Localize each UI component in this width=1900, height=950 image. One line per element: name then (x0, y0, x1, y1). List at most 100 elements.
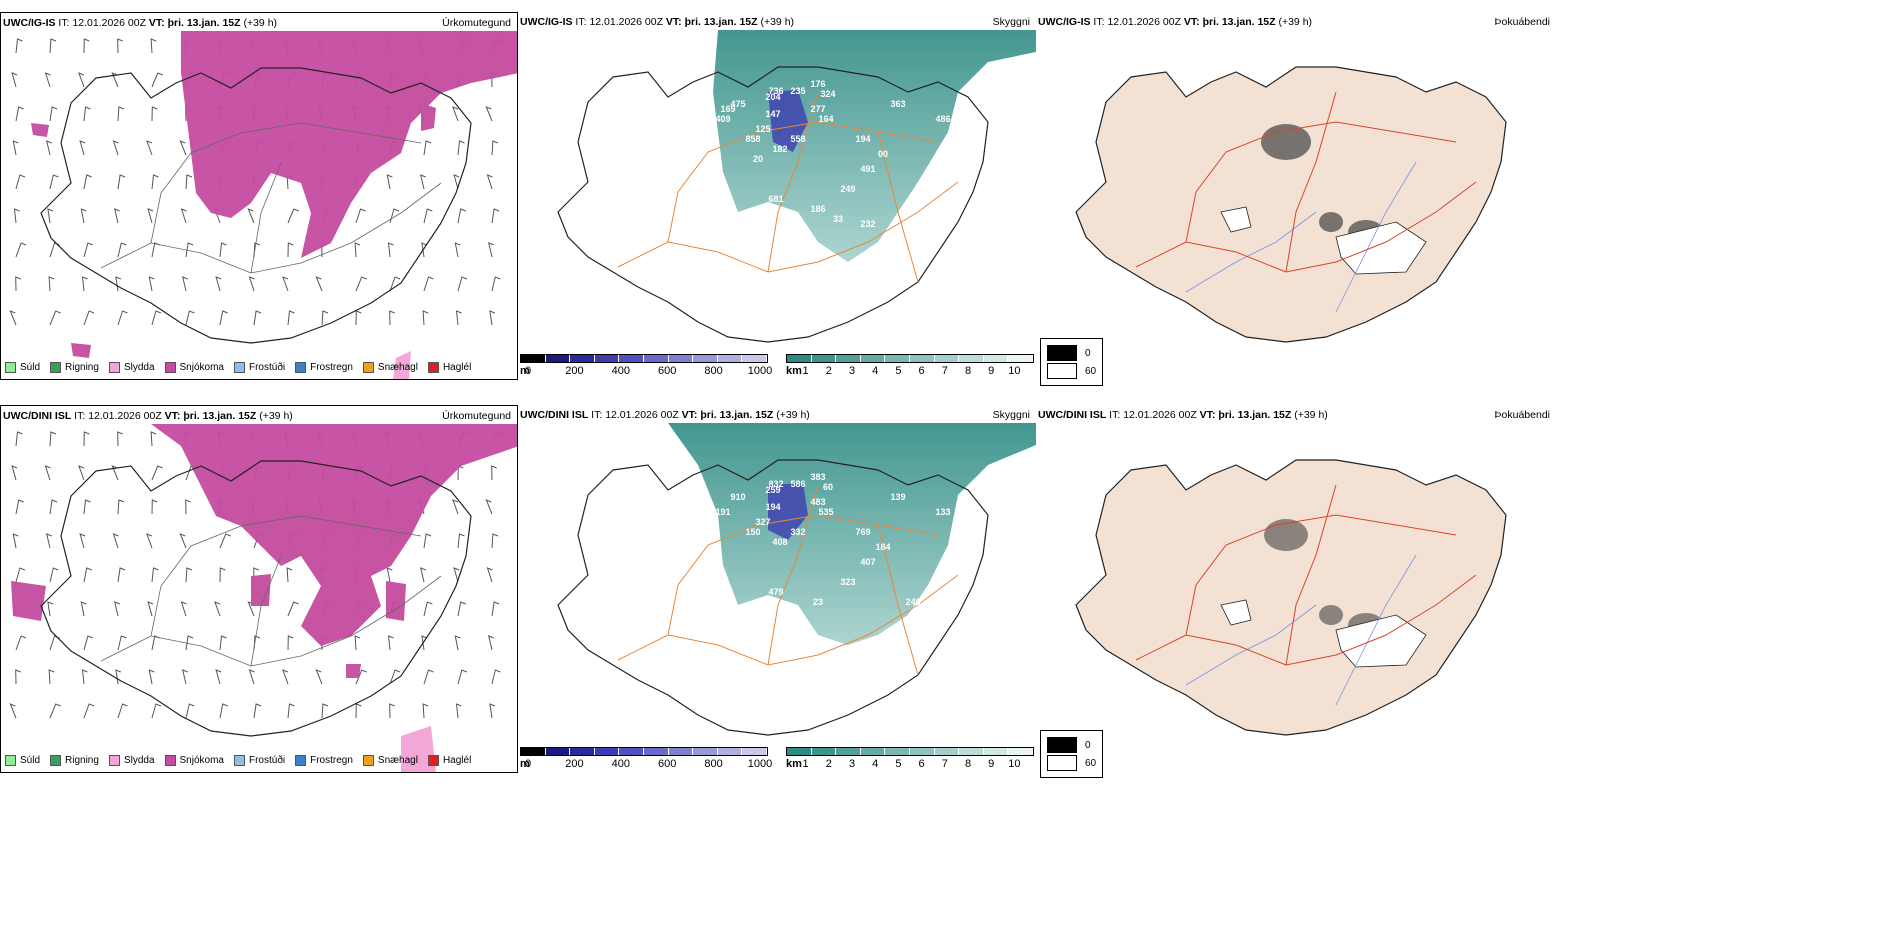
visibility-colorbar: 1 2 3 4 5 6 7 8 9 10 km (786, 747, 1034, 772)
panel-header: UWC/DINI ISL IT: 12.01.2026 00Z VT: þri.… (520, 409, 1032, 425)
precip-legend-item: Slydda (108, 362, 155, 373)
wind-barb (48, 276, 55, 292)
legend-swatch (108, 362, 120, 373)
ceiling-value-label: 910 (730, 492, 745, 502)
wind-barb (389, 310, 395, 326)
colorbar-tick: 7 (941, 758, 948, 770)
wind-barb (389, 208, 400, 224)
wind-barb (147, 601, 154, 617)
colorbar-segment (811, 355, 837, 362)
wind-barb (49, 431, 57, 447)
ceiling-value-label: 259 (765, 485, 780, 495)
wind-barb (423, 669, 434, 685)
wind-barb (423, 140, 432, 156)
wind-barb (81, 276, 88, 292)
wind-barb (83, 703, 95, 719)
wind-barb (247, 208, 255, 224)
fog-legend-row: 60 (1047, 363, 1096, 379)
precip-legend-item: Snæhagl (362, 755, 418, 766)
it-value: 12.01.2026 00Z (72, 17, 146, 29)
wind-barb (486, 567, 493, 583)
wind-barb (146, 533, 153, 549)
colorbar-tick: 10 (1008, 365, 1021, 377)
colorbar-tick: 4 (872, 365, 879, 377)
visibility-panel-top: UWC/IG-IS IT: 12.01.2026 00Z VT: þri. 13… (518, 12, 1036, 380)
ceiling-value-label: 363 (890, 99, 905, 109)
colorbar-tick: 400 (611, 365, 630, 377)
wind-barb (147, 208, 154, 224)
panel-title: Þokuábendi (1494, 16, 1550, 28)
fog-legend-top: 0 60 (1040, 338, 1104, 386)
ceiling-value-label: 23 (813, 597, 823, 607)
wind-barb (355, 276, 367, 292)
ceiling-ticks: 0 200 400 600 800 1000 (520, 758, 772, 772)
wind-barb (491, 601, 500, 617)
wind-barb (117, 174, 126, 190)
colorbar-tick: 3 (848, 365, 856, 377)
roads (100, 515, 442, 667)
precip-legend-item: Haglél (427, 362, 471, 373)
ceiling-value-label: 176 (810, 79, 825, 89)
legend-label: Slydda (123, 362, 155, 373)
wind-barb (148, 276, 155, 292)
it-label: IT: (58, 17, 70, 29)
wind-barb (389, 703, 395, 719)
wind-barb (12, 533, 19, 549)
vt-label: VT: (1183, 16, 1200, 28)
legend-label: Snjókoma (179, 362, 224, 373)
ceiling-unit: m (520, 365, 530, 377)
ceiling-value-label: 407 (860, 557, 875, 567)
colorbar-tick: 9 (988, 365, 995, 377)
wind-barb (486, 174, 493, 190)
rivers (1185, 554, 1417, 706)
colorbar-segment (717, 355, 743, 362)
colorbar-segment (934, 748, 960, 755)
colorbar-tick: 2 (825, 365, 832, 377)
colorbar-segment (1008, 748, 1033, 755)
rivers (1185, 161, 1417, 313)
it-value: 12.01.2026 00Z (1107, 16, 1181, 28)
wind-barb (15, 276, 21, 292)
wind-barb (253, 703, 262, 719)
ceiling-value-label: 475 (730, 99, 745, 109)
colorbar-segment (668, 748, 694, 755)
wind-barb (44, 72, 51, 88)
roads (1135, 91, 1477, 273)
colorbar-tick: 8 (964, 365, 972, 377)
wind-barb (151, 310, 162, 326)
wind-barb (44, 465, 51, 481)
precip-legend-item: Snjókoma (164, 362, 224, 373)
iceland-outline (40, 67, 472, 344)
wind-barb (185, 567, 193, 583)
ceiling-value-label: 858 (745, 134, 760, 144)
ceiling-value-label: 769 (855, 527, 870, 537)
wind-barb (79, 533, 86, 549)
wind-barb (287, 310, 295, 326)
vt-value: þri. 13.jan. 15Z (1218, 409, 1292, 421)
wind-barb (49, 567, 59, 583)
wind-barb (219, 567, 226, 583)
ceiling-ticks: 0 200 400 600 800 1000 (520, 365, 772, 379)
legend-swatch (5, 755, 16, 766)
wind-barb (9, 703, 17, 719)
wind-barb (287, 208, 299, 224)
ceiling-value-label: 60 (823, 482, 833, 492)
wind-barb (485, 106, 493, 122)
wind-barb (452, 499, 459, 515)
legend-label: Rigning (65, 755, 99, 766)
it-value: 12.01.2026 00Z (88, 410, 162, 422)
wind-barb (489, 703, 496, 719)
ceiling-value-label: 408 (772, 537, 787, 547)
iceland-outline (40, 460, 472, 737)
wind-barb (219, 242, 227, 258)
wind-barb (389, 276, 401, 292)
wind-barb (83, 499, 91, 515)
wind-barb (12, 140, 19, 156)
wind-barb (286, 567, 293, 583)
wind-barb (49, 703, 61, 719)
wind-barb (78, 465, 85, 481)
colorbar-segment (693, 748, 718, 755)
wind-barb (419, 567, 426, 583)
wind-barb (315, 276, 323, 292)
colorbar-tick: 8 (964, 758, 972, 770)
